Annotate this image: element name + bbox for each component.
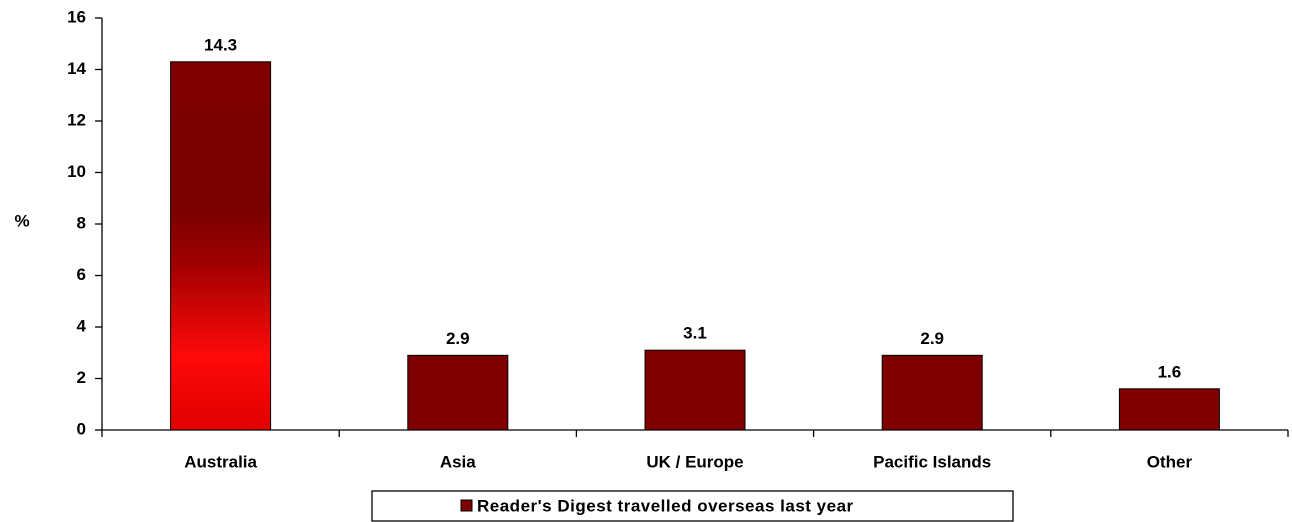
- y-tick-label: 4: [77, 316, 87, 335]
- value-label: 3.1: [683, 324, 707, 343]
- x-tick-label: Australia: [184, 452, 257, 471]
- y-tick-label: 12: [67, 110, 86, 129]
- y-tick-label: 2: [77, 368, 86, 387]
- value-label: 14.3: [204, 35, 237, 54]
- value-label: 2.9: [920, 329, 944, 348]
- y-axis-label: %: [14, 211, 29, 230]
- bar: [1118, 388, 1220, 431]
- x-tick-label: Pacific Islands: [873, 452, 991, 471]
- x-tick-label: Other: [1147, 452, 1193, 471]
- y-tick-label: 16: [67, 7, 86, 26]
- y-tick-label: 0: [77, 419, 86, 438]
- y-tick-label: 8: [77, 213, 86, 232]
- y-tick-label: 6: [77, 265, 86, 284]
- bar: [170, 61, 272, 431]
- y-tick-label: 14: [67, 59, 86, 78]
- legend-label: Reader's Digest travelled overseas last …: [477, 496, 854, 515]
- y-tick-label: 10: [67, 162, 86, 181]
- bar: [644, 349, 746, 431]
- x-tick-label: Asia: [440, 452, 476, 471]
- legend-swatch: [460, 499, 473, 512]
- legend: [371, 490, 1014, 522]
- bar: [407, 354, 509, 431]
- x-tick-label: UK / Europe: [646, 452, 743, 471]
- value-label: 2.9: [446, 329, 470, 348]
- value-label: 1.6: [1158, 362, 1182, 381]
- bar: [881, 354, 983, 431]
